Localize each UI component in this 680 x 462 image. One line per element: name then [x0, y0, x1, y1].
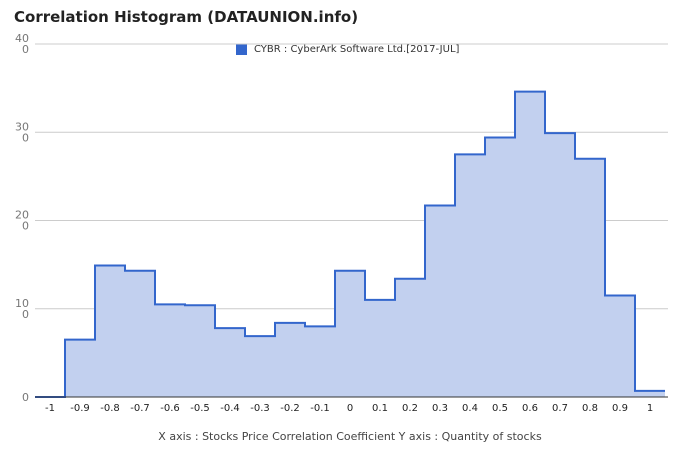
histogram-bar[interactable] — [605, 296, 635, 397]
x-tick-label: -0.4 — [220, 403, 240, 414]
legend-label: CYBR : CyberArk Software Ltd.[2017-JUL] — [254, 44, 460, 55]
histogram-bar[interactable] — [125, 271, 155, 397]
histogram-area — [35, 91, 665, 397]
x-tick-label: 0.9 — [612, 403, 628, 414]
x-tick-label: 0.5 — [492, 403, 508, 414]
histogram-line — [35, 90, 665, 398]
y-tick-label: 40 0 — [15, 32, 29, 56]
x-tick-label: -0.3 — [250, 403, 270, 414]
histogram-bar[interactable] — [365, 300, 395, 397]
x-tick-label: 0.7 — [552, 403, 568, 414]
chart-title: Correlation Histogram (DATAUNION.info) — [14, 8, 359, 26]
y-tick-label: 20 0 — [15, 209, 29, 233]
histogram-bar[interactable] — [335, 271, 365, 397]
histogram-bar[interactable] — [245, 336, 275, 397]
histogram-bar[interactable] — [305, 326, 335, 397]
x-tick-label: 1 — [647, 403, 653, 414]
x-tick-label: -0.8 — [100, 403, 120, 414]
y-tick-label: 10 0 — [15, 297, 29, 321]
x-tick-label: -0.9 — [70, 403, 90, 414]
histogram-bar[interactable] — [95, 266, 125, 397]
histogram-bar[interactable] — [395, 279, 425, 397]
histogram-bar[interactable] — [455, 154, 485, 397]
x-tick-label: -1 — [45, 403, 55, 414]
histogram-bar[interactable] — [215, 328, 245, 397]
x-tick-label: 0.6 — [522, 403, 538, 414]
legend-swatch — [236, 44, 247, 55]
x-tick-label: 0 — [347, 403, 353, 414]
y-tick-label: 0 — [22, 391, 29, 404]
x-tick-label: -0.2 — [280, 403, 300, 414]
x-tick-label: -0.1 — [310, 403, 330, 414]
x-tick-label: 0.4 — [462, 403, 478, 414]
x-tick-label: 0.3 — [432, 403, 448, 414]
x-tick-label: -0.6 — [160, 403, 180, 414]
histogram-bar[interactable] — [485, 138, 515, 397]
x-tick-label: -0.7 — [130, 403, 150, 414]
histogram-bar[interactable] — [275, 323, 305, 397]
x-tick-label: 0.2 — [402, 403, 418, 414]
histogram-bar[interactable] — [155, 304, 185, 397]
histogram-bar[interactable] — [185, 305, 215, 397]
histogram-bar[interactable] — [635, 391, 665, 397]
x-tick-label: -0.5 — [190, 403, 210, 414]
histogram-bar[interactable] — [65, 340, 95, 397]
axis-caption: X axis : Stocks Price Correlation Coeffi… — [158, 430, 542, 443]
histogram-bar[interactable] — [425, 205, 455, 397]
x-tick-label: 0.8 — [582, 403, 598, 414]
legend[interactable]: CYBR : CyberArk Software Ltd.[2017-JUL] — [236, 44, 459, 55]
x-tick-label: 0.1 — [372, 403, 388, 414]
histogram-bar[interactable] — [545, 133, 575, 397]
histogram-bar[interactable] — [515, 92, 545, 397]
histogram-bar[interactable] — [575, 159, 605, 397]
y-tick-label: 30 0 — [15, 120, 29, 144]
